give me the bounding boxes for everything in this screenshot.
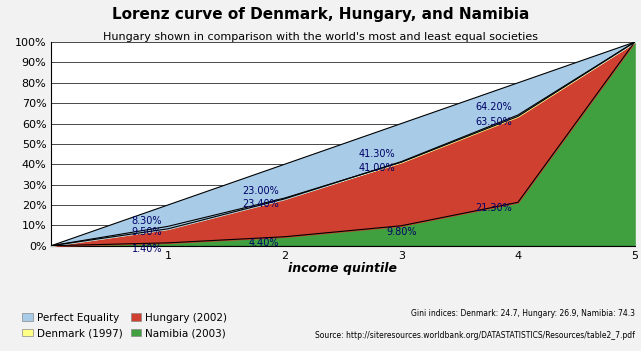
Text: 9.50%: 9.50% [131,227,162,237]
Text: 4.40%: 4.40% [248,238,279,248]
Legend: Perfect Equality, Denmark (1997), Hungary (2002), Namibia (2003): Perfect Equality, Denmark (1997), Hungar… [18,309,231,342]
Text: 9.80%: 9.80% [386,227,417,237]
Text: Gini indices: Denmark: 24.7, Hungary: 26.9, Namibia: 74.3: Gini indices: Denmark: 24.7, Hungary: 26… [411,309,635,318]
Text: Source: http://siteresources.worldbank.org/DATASTATISTICS/Resources/table2_7.pdf: Source: http://siteresources.worldbank.o… [315,331,635,340]
Text: 63.50%: 63.50% [476,118,512,127]
Text: Lorenz curve of Denmark, Hungary, and Namibia: Lorenz curve of Denmark, Hungary, and Na… [112,7,529,22]
Text: 8.30%: 8.30% [131,216,162,226]
X-axis label: income quintile: income quintile [288,262,397,275]
Text: 21.30%: 21.30% [476,203,512,213]
Text: Hungary shown in comparison with the world's most and least equal societies: Hungary shown in comparison with the wor… [103,32,538,41]
Text: 41.30%: 41.30% [359,148,395,159]
Text: 23.40%: 23.40% [242,199,279,209]
Text: 1.40%: 1.40% [131,244,162,254]
Text: 41.00%: 41.00% [359,163,395,173]
Text: 23.00%: 23.00% [242,186,279,196]
Text: 64.20%: 64.20% [476,102,512,112]
